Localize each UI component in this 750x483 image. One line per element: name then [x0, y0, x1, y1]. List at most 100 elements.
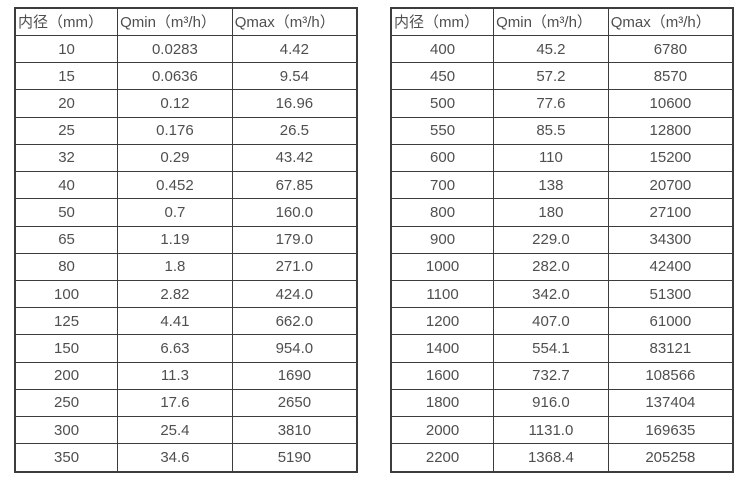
- table-cell: 77.6: [493, 89, 609, 118]
- table-row: 10 0.0283 4.42: [14, 34, 358, 64]
- table-row: 125 4.41 662.0: [14, 307, 358, 336]
- table-cell: 0.176: [117, 116, 233, 145]
- table-cell: 45.2: [493, 34, 609, 64]
- table-cell: 200: [14, 361, 119, 390]
- table-cell: 282.0: [493, 252, 609, 281]
- table-cell: 2650: [231, 388, 358, 418]
- table-cell: 700: [390, 171, 495, 200]
- table-cell: 554.1: [493, 334, 609, 363]
- table-cell: 6.63: [117, 334, 233, 363]
- table-row: 1600 732.7 108566: [390, 361, 734, 390]
- table-cell: 229.0: [493, 225, 609, 254]
- table-cell: 51300: [607, 279, 734, 309]
- table-cell: 250: [14, 388, 119, 418]
- table-row: 300 25.4 3810: [14, 416, 358, 445]
- table-header-row: 内径（mm） Qmin（m³/h） Qmax（m³/h）: [14, 7, 358, 36]
- table-row: 50 0.7 160.0: [14, 198, 358, 227]
- table-cell: 4.41: [117, 307, 233, 336]
- table-cell: 1400: [390, 334, 495, 363]
- table-cell: 2000: [390, 416, 495, 445]
- table-cell: 8570: [607, 62, 734, 91]
- table-cell: 57.2: [493, 62, 609, 91]
- table-cell: 10: [14, 34, 119, 64]
- table-cell: 25.4: [117, 416, 233, 445]
- table-cell: 50: [14, 198, 119, 227]
- table-cell: 300: [14, 416, 119, 445]
- table-cell: 100: [14, 279, 119, 309]
- table-cell: 1800: [390, 388, 495, 418]
- table-cell: 108566: [607, 361, 734, 390]
- header-qmin: Qmin（m³/h）: [117, 7, 233, 36]
- table-row: 1200 407.0 61000: [390, 307, 734, 336]
- table-cell: 12800: [607, 116, 734, 145]
- table-cell: 1600: [390, 361, 495, 390]
- table-cell: 32: [14, 143, 119, 173]
- header-inner-diameter: 内径（mm）: [390, 7, 495, 36]
- table-cell: 662.0: [231, 307, 358, 336]
- flow-range-table-left: 内径（mm） Qmin（m³/h） Qmax（m³/h） 10 0.0283 4.4…: [14, 7, 358, 473]
- table-cell: 85.5: [493, 116, 609, 145]
- table-row: 500 77.6 10600: [390, 89, 734, 118]
- table-cell: 1100: [390, 279, 495, 309]
- table-cell: 0.29: [117, 143, 233, 173]
- table-row: 350 34.6 5190: [14, 443, 358, 473]
- table-cell: 17.6: [117, 388, 233, 418]
- table-cell: 1368.4: [493, 443, 609, 473]
- table-cell: 550: [390, 116, 495, 145]
- table-row: 700 138 20700: [390, 171, 734, 200]
- table-row: 800 180 27100: [390, 198, 734, 227]
- header-qmin: Qmin（m³/h）: [493, 7, 609, 36]
- table-cell: 205258: [607, 443, 734, 473]
- table-cell: 138: [493, 171, 609, 200]
- table-cell: 4.42: [231, 34, 358, 64]
- table-cell: 15: [14, 62, 119, 91]
- table-cell: 1000: [390, 252, 495, 281]
- table-row: 80 1.8 271.0: [14, 252, 358, 281]
- table-row: 250 17.6 2650: [14, 388, 358, 418]
- table-cell: 67.85: [231, 171, 358, 200]
- table-cell: 20700: [607, 171, 734, 200]
- table-row: 550 85.5 12800: [390, 116, 734, 145]
- table-row: 600 110 15200: [390, 143, 734, 173]
- table-cell: 954.0: [231, 334, 358, 363]
- table-row: 1400 554.1 83121: [390, 334, 734, 363]
- table-cell: 407.0: [493, 307, 609, 336]
- table-header-row: 内径（mm） Qmin（m³/h） Qmax（m³/h）: [390, 7, 734, 36]
- table-cell: 916.0: [493, 388, 609, 418]
- table-cell: 342.0: [493, 279, 609, 309]
- table-cell: 1131.0: [493, 416, 609, 445]
- table-cell: 500: [390, 89, 495, 118]
- table-cell: 42400: [607, 252, 734, 281]
- table-cell: 800: [390, 198, 495, 227]
- table-cell: 15200: [607, 143, 734, 173]
- table-cell: 400: [390, 34, 495, 64]
- table-row: 1000 282.0 42400: [390, 252, 734, 281]
- table-cell: 1.19: [117, 225, 233, 254]
- header-qmax: Qmax（m³/h）: [607, 7, 734, 36]
- header-inner-diameter: 内径（mm）: [14, 7, 119, 36]
- table-cell: 0.12: [117, 89, 233, 118]
- table-cell: 900: [390, 225, 495, 254]
- table-cell: 5190: [231, 443, 358, 473]
- table-cell: 10600: [607, 89, 734, 118]
- table-cell: 179.0: [231, 225, 358, 254]
- table-cell: 6780: [607, 34, 734, 64]
- table-row: 15 0.0636 9.54: [14, 62, 358, 91]
- table-cell: 16.96: [231, 89, 358, 118]
- table-cell: 65: [14, 225, 119, 254]
- table-row: 400 45.2 6780: [390, 34, 734, 64]
- table-cell: 40: [14, 171, 119, 200]
- table-cell: 2.82: [117, 279, 233, 309]
- table-cell: 3810: [231, 416, 358, 445]
- table-row: 450 57.2 8570: [390, 62, 734, 91]
- table-row: 900 229.0 34300: [390, 225, 734, 254]
- table-row: 200 11.3 1690: [14, 361, 358, 390]
- table-cell: 1690: [231, 361, 358, 390]
- table-row: 2200 1368.4 205258: [390, 443, 734, 473]
- table-cell: 27100: [607, 198, 734, 227]
- table-cell: 25: [14, 116, 119, 145]
- table-cell: 137404: [607, 388, 734, 418]
- table-cell: 0.7: [117, 198, 233, 227]
- table-cell: 732.7: [493, 361, 609, 390]
- flow-range-table-right: 内径（mm） Qmin（m³/h） Qmax（m³/h） 400 45.2 6780…: [390, 7, 734, 473]
